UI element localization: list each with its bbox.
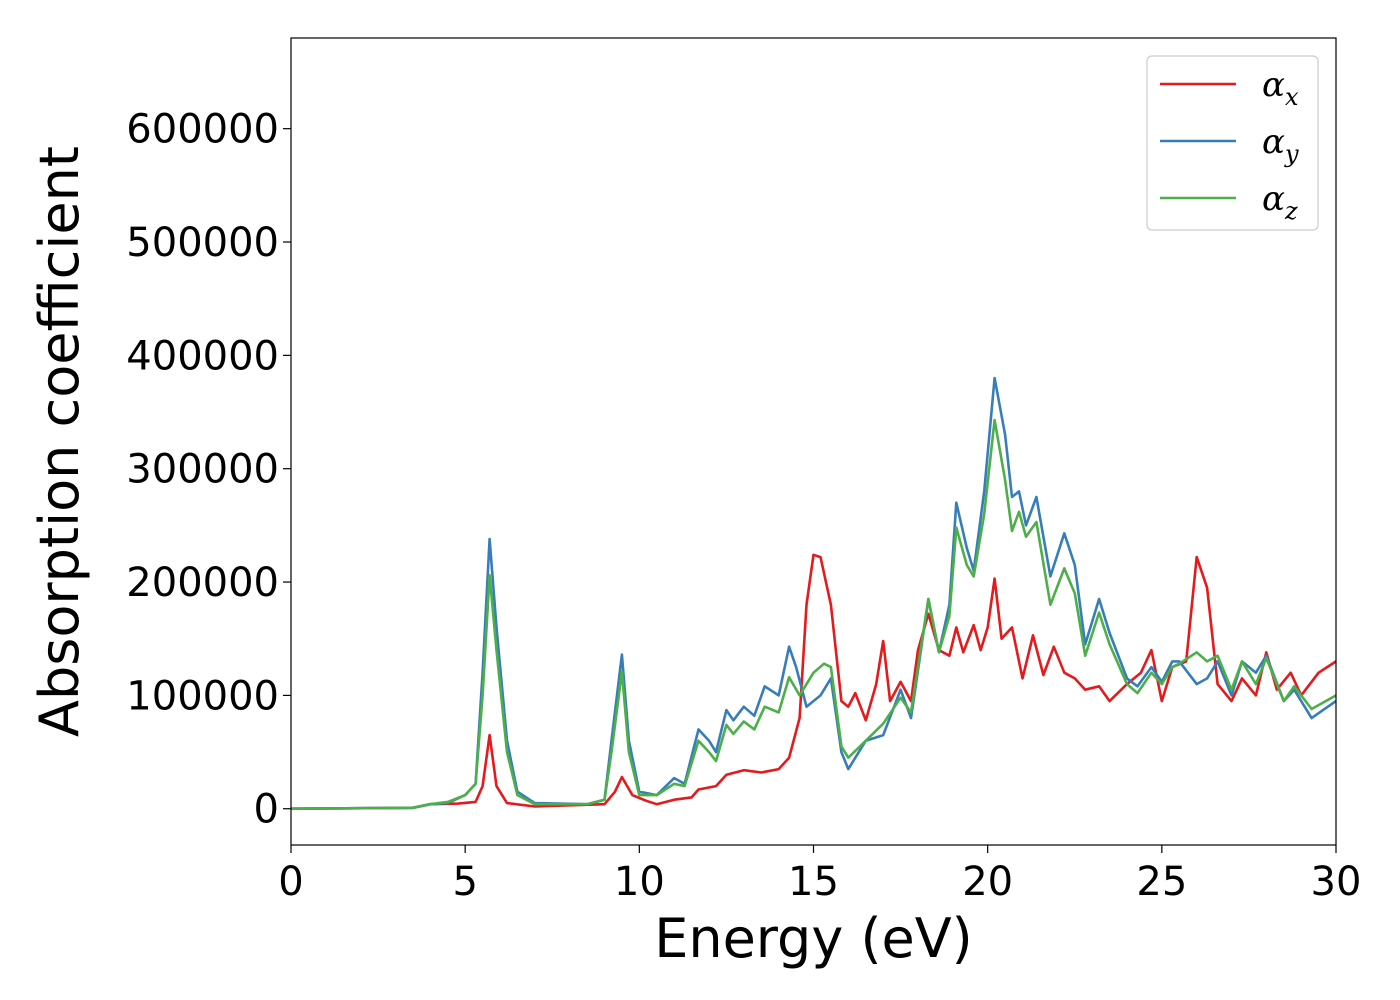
y-tick-label: 200000 (126, 560, 279, 606)
legend-label-y: αy (1262, 122, 1299, 168)
y-tick-label: 300000 (126, 447, 279, 493)
x-tick-label: 10 (614, 859, 665, 905)
legend-label-x: αx (1262, 65, 1299, 111)
y-tick-label: 0 (254, 787, 279, 833)
x-tick-label: 15 (788, 859, 839, 905)
x-tick-label: 5 (452, 859, 477, 905)
y-tick-label: 500000 (126, 220, 279, 266)
x-tick-label: 25 (1136, 859, 1187, 905)
legend-label-z: αz (1262, 179, 1298, 225)
series-layer (291, 376, 1336, 810)
x-tick-label: 0 (278, 859, 303, 905)
y-tick-label: 100000 (126, 673, 279, 719)
legend-box (1146, 55, 1319, 231)
series-line-y (291, 376, 1336, 810)
x-axis-ticks: 0 5 10 15 20 25 30 (278, 845, 1361, 905)
x-axis-title: Energy (eV) (654, 907, 973, 970)
y-axis-title: Absorption coefficient (28, 146, 91, 737)
series-line-z (291, 418, 1336, 810)
x-tick-label: 30 (1311, 859, 1362, 905)
series-line-x (291, 553, 1336, 810)
x-tick-label: 20 (962, 859, 1013, 905)
y-tick-label: 600000 (126, 107, 279, 153)
legend: αx αy αz (1146, 55, 1319, 231)
y-axis-ticks: 0 100000 200000 300000 400000 500000 600000 (126, 107, 291, 833)
y-tick-label: 400000 (126, 333, 279, 379)
